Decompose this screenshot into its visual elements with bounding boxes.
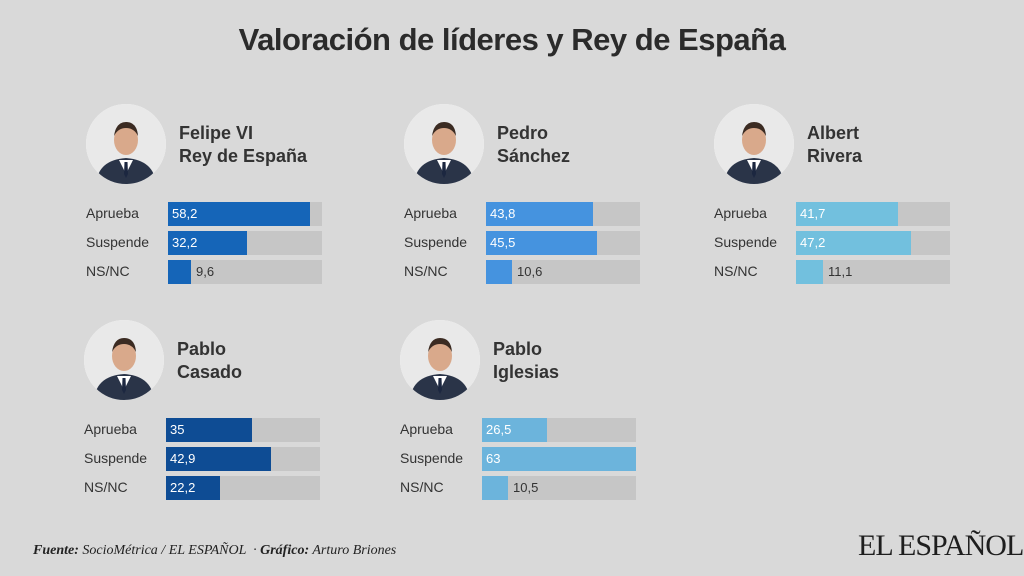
bar [796,202,898,226]
bar-track: 10,6 [486,260,640,284]
leader-panel: Pedro Sánchez Aprueba 43,8 Suspende 45,5 NS/NC… [404,104,704,314]
bar [482,447,636,471]
leader-name: Albert Rivera [807,122,862,168]
person-photo-icon [84,320,164,400]
data-label: 35 [170,422,185,437]
leader-name-line1: Pablo [493,339,543,359]
leader-name-line1: Albert [807,123,860,143]
data-label: 10,6 [517,264,543,279]
leader-name: Pablo Casado [177,338,242,384]
bar [166,418,252,442]
data-label: 42,9 [170,451,196,466]
data-label: 45,5 [490,235,516,250]
data-label: 41,7 [800,206,826,221]
bar [486,202,593,226]
leader-name-line2: Iglesias [493,362,560,382]
category-label: NS/NC [714,263,758,279]
bar [482,476,508,500]
bar-track: 26,5 [482,418,636,442]
bar [168,202,310,226]
data-label: 11,1 [828,264,853,279]
brand-logo: EL ESPAÑOL [858,529,1024,562]
leader-panel: Pablo Casado Aprueba 35 Suspende 42,9 NS/NC 22,… [84,320,384,530]
bar-track: 58,2 [168,202,322,226]
bar-track: 10,5 [482,476,636,500]
category-label: Aprueba [400,421,453,437]
leader-name-line2: Casado [177,362,243,382]
person-photo-icon [404,104,484,184]
bar-track: 45,5 [486,231,640,255]
bar-track: 43,8 [486,202,640,226]
data-label: 32,2 [172,235,198,250]
bar [166,447,271,471]
bar [482,418,547,442]
leader-name-line2: Rivera [807,146,863,166]
category-label: NS/NC [400,479,444,495]
category-label: Suspende [86,234,150,250]
credit-text: Arturo Briones [312,543,397,558]
person-photo-icon [86,104,166,184]
person-photo-icon [400,320,480,400]
leader-name-line1: Pedro [497,123,549,143]
footer-separator: · [253,543,257,558]
bar-track: 11,1 [796,260,950,284]
category-label: NS/NC [84,479,128,495]
category-label: Aprueba [404,205,457,221]
category-label: Aprueba [714,205,767,221]
category-label: Suspende [84,450,148,466]
source-text: SocioMétrica / EL ESPAÑOL [82,543,247,558]
leader-panel: Felipe VI Rey de España Aprueba 58,2 Suspend… [86,104,386,314]
credit-label: Gráfico: [260,543,310,558]
person-photo-icon [714,104,794,184]
bar [486,260,512,284]
bar [168,260,191,284]
category-label: NS/NC [404,263,448,279]
leader-name: Pedro Sánchez [497,122,570,168]
data-label: 58,2 [172,206,198,221]
leader-name-line1: Felipe VI [179,123,254,143]
data-label: 47,2 [800,235,826,250]
data-label: 63 [486,451,501,466]
leader-name: Felipe VI Rey de España [179,122,307,168]
leader-name: Pablo Iglesias [493,338,559,384]
bar [166,476,220,500]
bar-track: 35 [166,418,320,442]
bar [168,231,247,255]
leader-panel: Pablo Iglesias Aprueba 26,5 Suspende 63 NS/NC 1… [400,320,700,530]
leader-name-line2: Sánchez [497,146,571,166]
source-label: Fuente: [33,543,79,558]
data-label: 22,2 [170,480,196,495]
bar [796,231,911,255]
bar-track: 63 [482,447,636,471]
leader-name-line1: Pablo [177,339,227,359]
leader-panel: Albert Rivera Aprueba 41,7 Suspende 47,2 NS/NC… [714,104,1014,314]
bar-track: 32,2 [168,231,322,255]
category-label: Aprueba [86,205,139,221]
bar [796,260,823,284]
bar-track: 22,2 [166,476,320,500]
footer-credits: Fuente: SocioMétrica / EL ESPAÑOL · Gráf… [33,543,396,559]
category-label: Suspende [714,234,778,250]
category-label: Aprueba [84,421,137,437]
bar-track: 9,6 [168,260,322,284]
data-label: 9,6 [196,264,215,279]
data-label: 43,8 [490,206,516,221]
bar-track: 41,7 [796,202,950,226]
category-label: Suspende [404,234,468,250]
chart-title: Valoración de líderes y Rey de España [238,22,786,57]
bar-track: 47,2 [796,231,950,255]
data-label: 10,5 [513,480,539,495]
category-label: Suspende [400,450,464,466]
leader-name-line2: Rey de España [179,146,308,166]
data-label: 26,5 [486,422,512,437]
bar-track: 42,9 [166,447,320,471]
category-label: NS/NC [86,263,130,279]
bar [486,231,597,255]
